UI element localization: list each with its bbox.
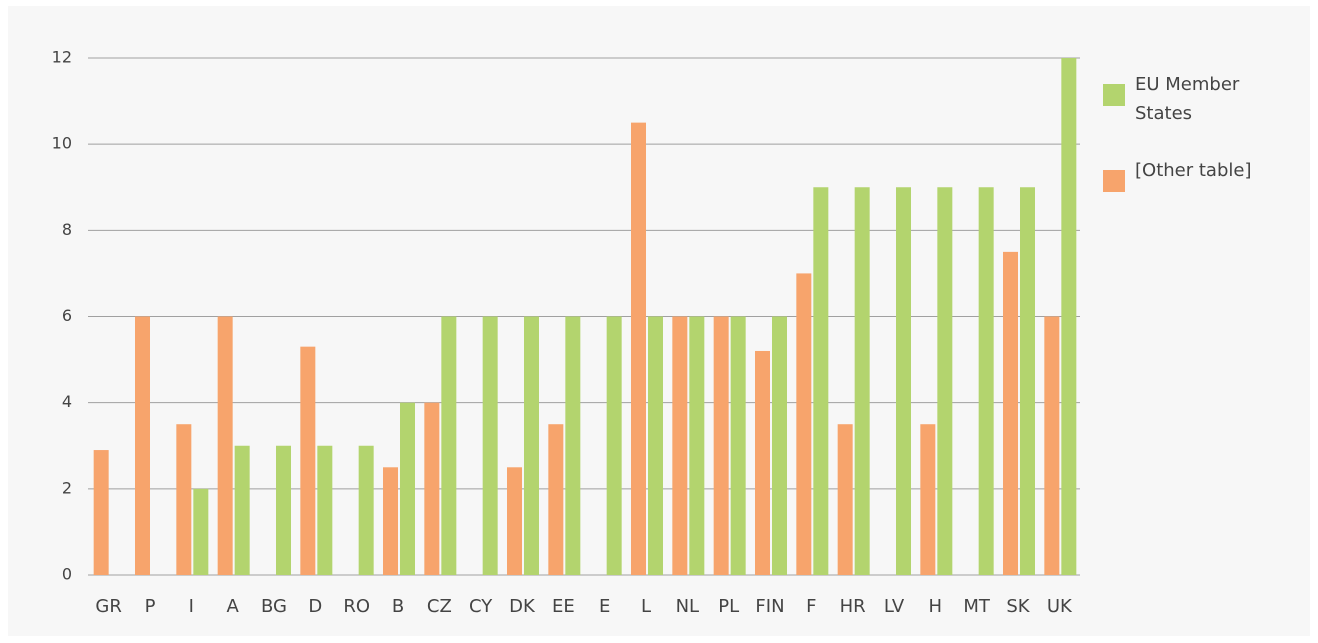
x-tick-label: LV bbox=[884, 596, 905, 617]
bar bbox=[358, 445, 374, 575]
x-tick-label: CY bbox=[469, 596, 493, 617]
x-tick-label: UK bbox=[1047, 596, 1073, 617]
bar bbox=[631, 122, 646, 575]
bar bbox=[920, 424, 936, 575]
bar bbox=[837, 424, 853, 575]
bar bbox=[276, 445, 291, 575]
bar bbox=[176, 424, 192, 575]
y-tick-label: 6 bbox=[62, 306, 72, 325]
x-tick-label: D bbox=[308, 596, 322, 617]
y-tick-label: 2 bbox=[62, 478, 72, 497]
y-tick-label: 4 bbox=[62, 392, 72, 411]
bar bbox=[796, 273, 812, 575]
bar bbox=[1061, 58, 1077, 575]
bar bbox=[507, 467, 522, 575]
bar bbox=[606, 316, 622, 575]
legend-label: EU Member States bbox=[1135, 74, 1240, 124]
legend-item: [Other table] bbox=[1103, 156, 1303, 192]
bar bbox=[813, 187, 829, 575]
y-tick-label: 12 bbox=[52, 48, 72, 67]
x-tick-label: B bbox=[392, 596, 404, 617]
x-tick-label: HR bbox=[840, 596, 866, 617]
x-tick-label: L bbox=[641, 596, 651, 617]
bar bbox=[772, 316, 787, 575]
legend-swatch bbox=[1103, 84, 1125, 106]
legend-item: EU Member States bbox=[1103, 70, 1303, 128]
bar bbox=[648, 316, 663, 575]
bar bbox=[713, 316, 729, 575]
x-tick-label: F bbox=[806, 596, 816, 617]
bar bbox=[896, 187, 911, 575]
x-tick-label: A bbox=[227, 596, 240, 617]
x-tick-label: NL bbox=[676, 596, 700, 617]
x-tick-label: FIN bbox=[755, 596, 784, 617]
bar bbox=[383, 467, 398, 575]
bar bbox=[937, 187, 953, 575]
bar bbox=[482, 316, 498, 575]
bar bbox=[424, 402, 440, 575]
x-tick-label: RO bbox=[343, 596, 370, 617]
x-tick-label: E bbox=[599, 596, 610, 617]
bar bbox=[755, 350, 770, 575]
x-tick-label: CZ bbox=[427, 596, 452, 617]
legend-swatch bbox=[1103, 170, 1125, 192]
x-tick-label: EE bbox=[552, 596, 575, 617]
bar bbox=[217, 316, 233, 575]
y-tick-label: 0 bbox=[62, 565, 72, 584]
bar bbox=[1020, 187, 1035, 575]
bar bbox=[400, 402, 415, 575]
bar bbox=[93, 450, 109, 575]
y-tick-label: 10 bbox=[52, 134, 72, 153]
x-tick-label: PL bbox=[718, 596, 739, 617]
bar bbox=[689, 316, 705, 575]
x-tick-label: I bbox=[189, 596, 194, 617]
x-tick-label: P bbox=[145, 596, 156, 617]
y-tick-label: 8 bbox=[62, 220, 72, 239]
x-tick-label: SK bbox=[1006, 596, 1030, 617]
bar bbox=[1003, 251, 1018, 575]
bar bbox=[135, 316, 150, 575]
x-tick-label: H bbox=[929, 596, 943, 617]
bar bbox=[300, 346, 316, 575]
bar bbox=[234, 445, 250, 575]
legend: EU Member States [Other table] bbox=[1103, 70, 1303, 220]
bar bbox=[524, 316, 539, 575]
bar bbox=[441, 316, 457, 575]
x-tick-label: GR bbox=[95, 596, 121, 617]
bar bbox=[1044, 316, 1060, 575]
bar bbox=[548, 424, 564, 575]
x-tick-label: BG bbox=[261, 596, 287, 617]
bar bbox=[672, 316, 688, 575]
bar bbox=[193, 488, 209, 575]
x-tick-label: DK bbox=[509, 596, 536, 617]
bar bbox=[978, 187, 994, 575]
legend-label: [Other table] bbox=[1135, 160, 1252, 181]
bar bbox=[854, 187, 870, 575]
bar bbox=[317, 445, 333, 575]
bar bbox=[565, 316, 581, 575]
x-tick-label: MT bbox=[963, 596, 991, 617]
bar bbox=[730, 316, 746, 575]
